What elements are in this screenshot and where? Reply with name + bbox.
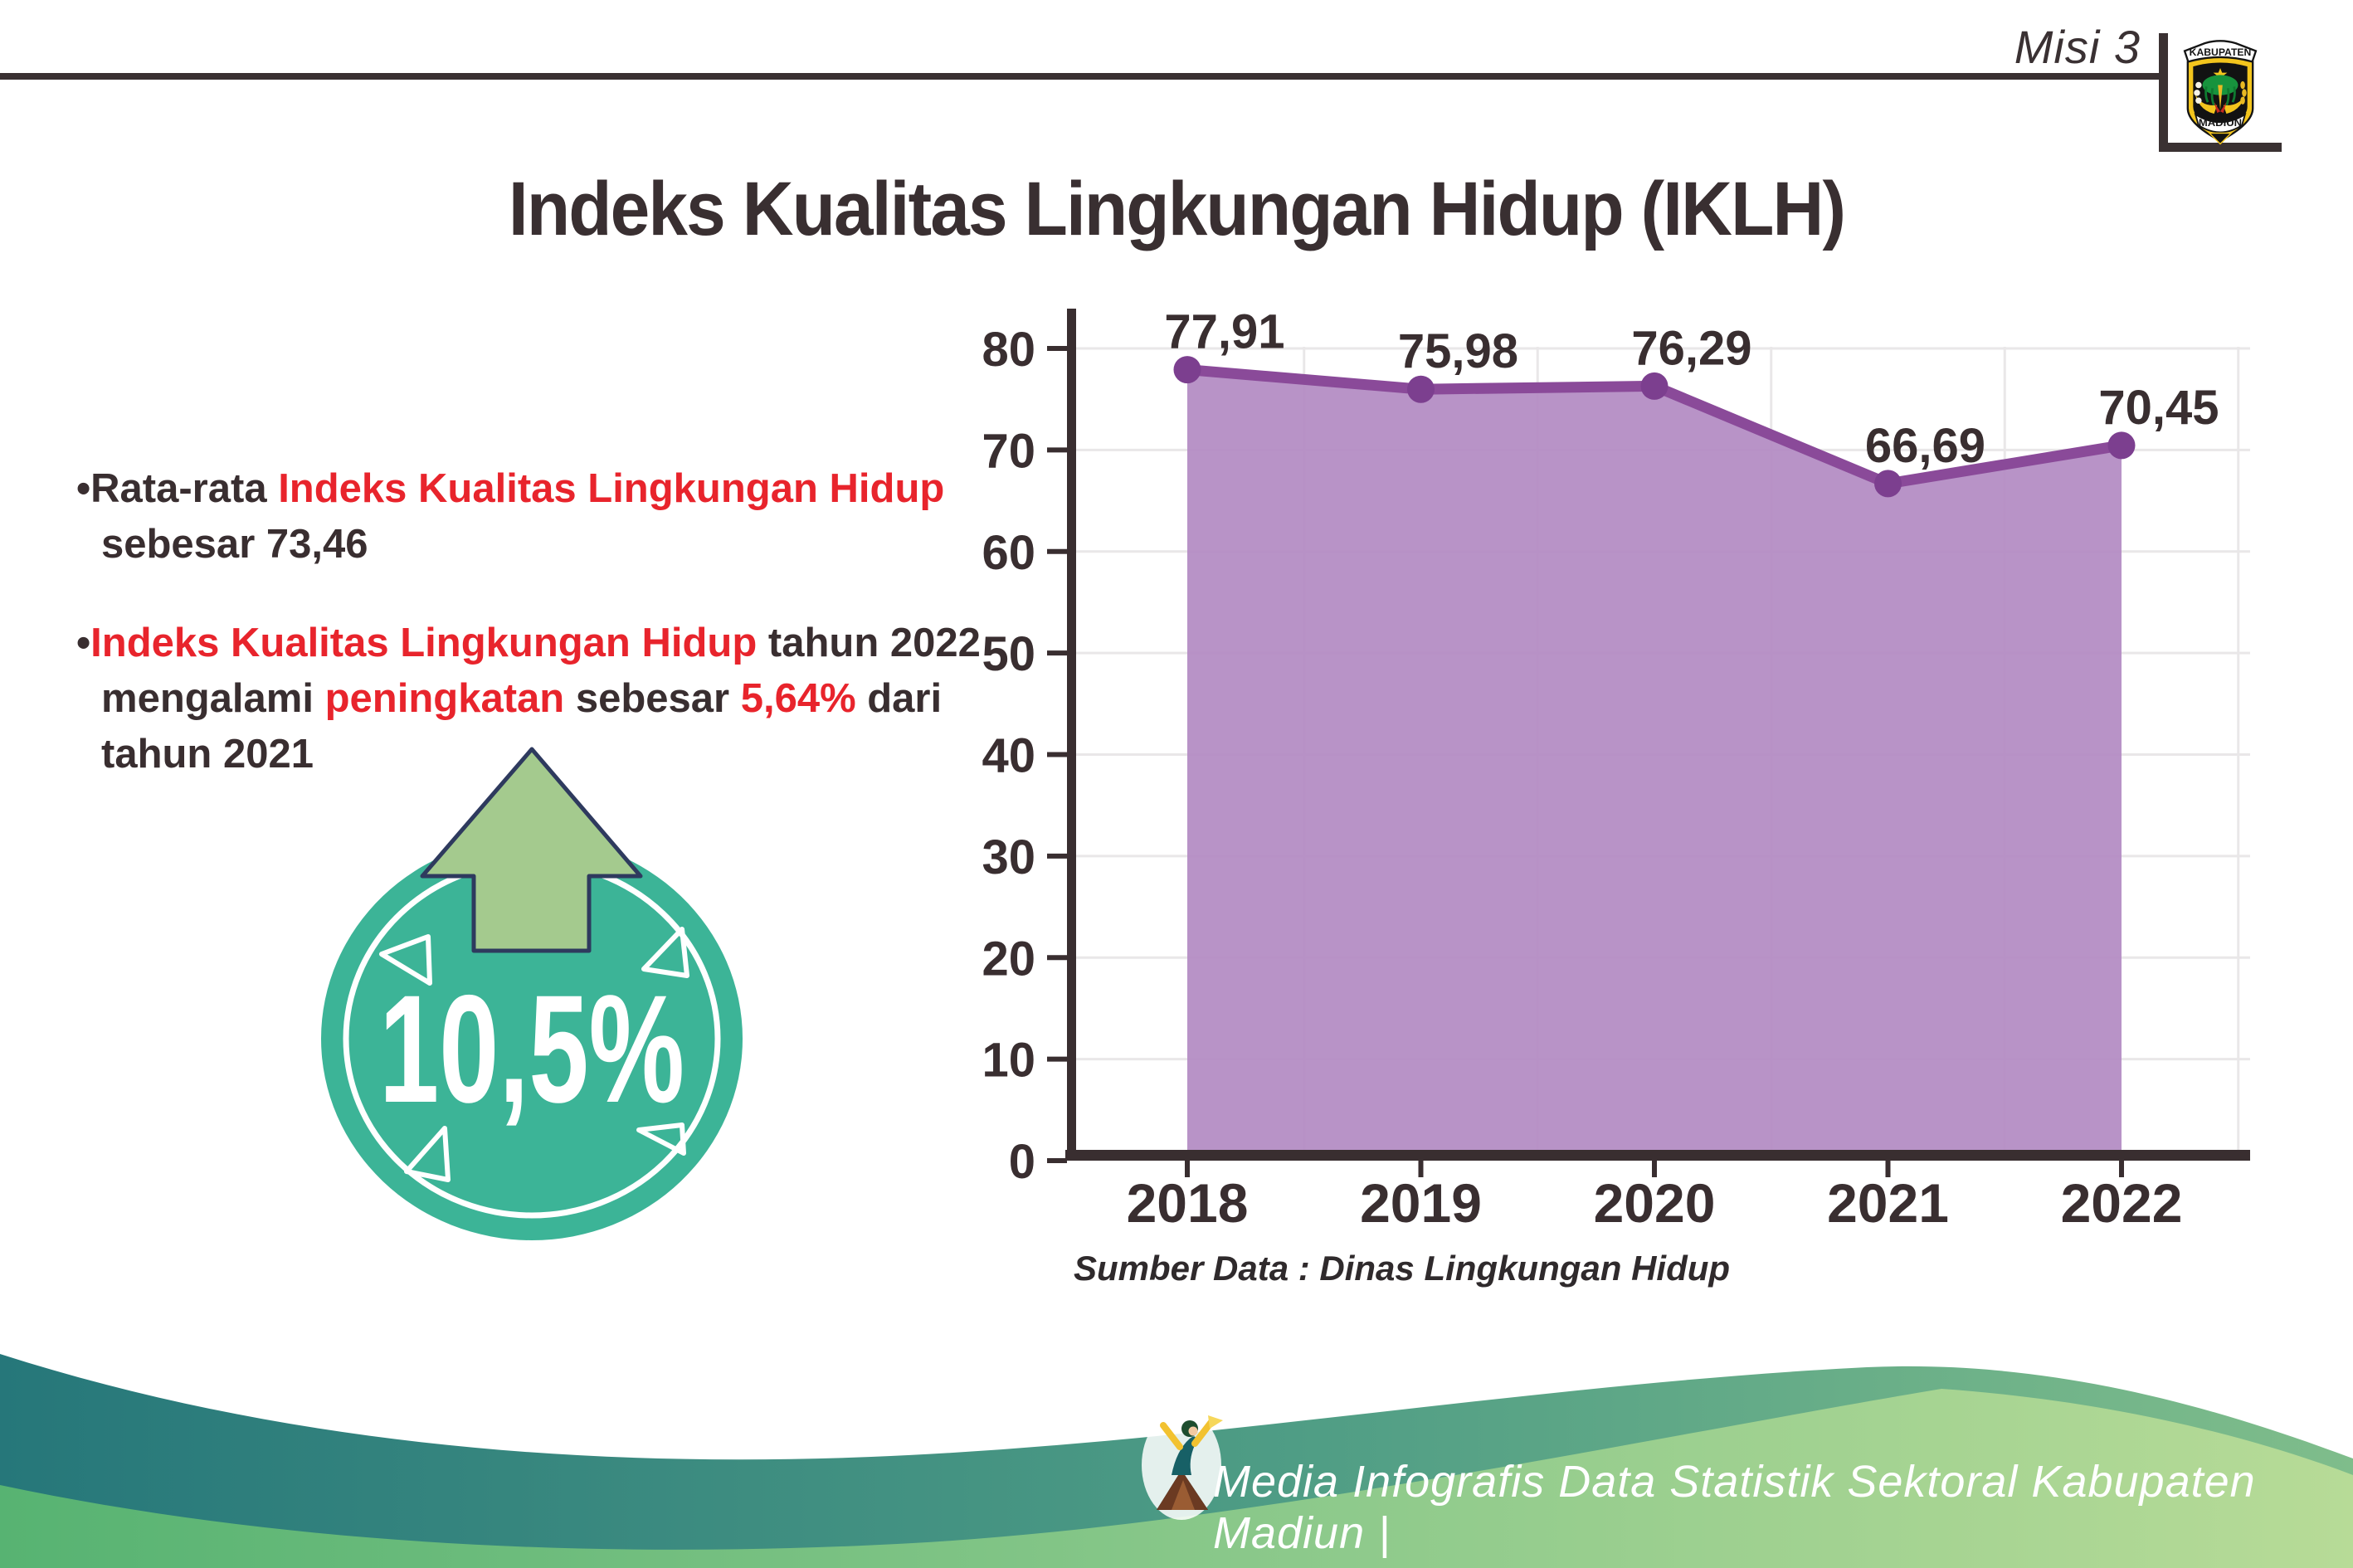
x-tick-label-2022: 2022 bbox=[2061, 1172, 2183, 1234]
x-axis bbox=[1065, 1150, 2250, 1161]
x-tick bbox=[2119, 1161, 2124, 1177]
x-tick bbox=[1185, 1161, 1190, 1177]
header-rule bbox=[0, 73, 2161, 80]
logo-bracket-vertical bbox=[2159, 33, 2168, 152]
y-tick bbox=[1047, 447, 1067, 453]
y-tick bbox=[1047, 548, 1067, 554]
x-tick-label-2018: 2018 bbox=[1127, 1172, 1249, 1234]
misi-label: Misi 3 bbox=[2014, 21, 2141, 73]
footer-credit: Media Infografis Data Statistik Sektoral… bbox=[1213, 1457, 2256, 1558]
y-tick bbox=[1047, 853, 1067, 859]
logo-wing-right bbox=[2223, 92, 2246, 114]
y-tick-label: 40 bbox=[982, 729, 1035, 783]
data-point-2019 bbox=[1407, 375, 1435, 403]
footer-wave-green bbox=[0, 1389, 2353, 1568]
up-arrow-icon bbox=[420, 747, 643, 953]
y-tick bbox=[1047, 1056, 1067, 1062]
badge-accent-triangles bbox=[379, 927, 689, 1182]
logo-shield-tip bbox=[2208, 132, 2233, 145]
y-tick-label: 80 bbox=[982, 323, 1035, 377]
x-tick bbox=[1885, 1161, 1891, 1177]
kabupaten-madiun-logo: KABUPATEN MADIUN bbox=[2183, 40, 2258, 145]
bullet-item: •Rata-rata Indeks Kualitas Lingkungan Hi… bbox=[76, 466, 945, 567]
data-point-2022 bbox=[2107, 431, 2136, 460]
logo-bottom-text: MADIUN bbox=[2199, 117, 2242, 129]
x-tick bbox=[1418, 1161, 1424, 1177]
bullet-list: •Rata-rata Indeks Kualitas Lingkungan Hi… bbox=[76, 461, 1014, 825]
y-tick bbox=[1047, 346, 1067, 351]
chart-source: Sumber Data : Dinas Lingkungan Hidup bbox=[1074, 1249, 1731, 1288]
page-title: Indeks Kualitas Lingkungan Hidup (IKLH) bbox=[508, 166, 1846, 251]
x-tick-label-2019: 2019 bbox=[1360, 1172, 1482, 1234]
logo-top-text: KABUPATEN bbox=[2190, 46, 2252, 58]
y-tick bbox=[1047, 752, 1067, 757]
logo-bottom-ribbon bbox=[2194, 112, 2247, 134]
mascot-icon bbox=[1142, 1410, 1223, 1520]
y-tick-label: 10 bbox=[982, 1034, 1035, 1088]
bullet-item: •Indeks Kualitas Lingkungan Hidup tahun … bbox=[76, 621, 981, 777]
y-tick-label: 60 bbox=[982, 526, 1035, 580]
data-point-2021 bbox=[1874, 470, 1902, 498]
increase-badge: 10,5% bbox=[321, 747, 743, 1240]
area-fill bbox=[1187, 369, 2122, 1150]
y-axis bbox=[1067, 309, 1076, 1161]
y-tick bbox=[1047, 650, 1067, 656]
data-point-2018 bbox=[1173, 356, 1201, 384]
y-tick-label: 70 bbox=[982, 424, 1035, 478]
y-tick-label: 0 bbox=[1009, 1135, 1035, 1189]
data-label-2022: 70,45 bbox=[2098, 381, 2219, 435]
logo-wing-left bbox=[2195, 92, 2218, 114]
x-tick-label-2021: 2021 bbox=[1827, 1172, 1949, 1234]
y-tick bbox=[1047, 1158, 1067, 1163]
data-point-2020 bbox=[1640, 372, 1669, 400]
data-label-2020: 76,29 bbox=[1631, 321, 1751, 375]
y-tick-label: 20 bbox=[982, 932, 1035, 986]
x-tick-label-2020: 2020 bbox=[1594, 1172, 1716, 1234]
badge-value: 10,5% bbox=[379, 964, 684, 1135]
data-label-2018: 77,91 bbox=[1164, 305, 1284, 359]
x-tick bbox=[1652, 1161, 1657, 1177]
logo-bracket-horizontal bbox=[2159, 143, 2282, 152]
y-tick bbox=[1047, 955, 1067, 961]
data-label-2021: 66,69 bbox=[1865, 419, 1985, 473]
logo-spear bbox=[2218, 85, 2223, 110]
y-tick-label: 30 bbox=[982, 830, 1035, 884]
data-label-2019: 75,98 bbox=[1398, 324, 1518, 378]
y-tick-label: 50 bbox=[982, 627, 1035, 681]
